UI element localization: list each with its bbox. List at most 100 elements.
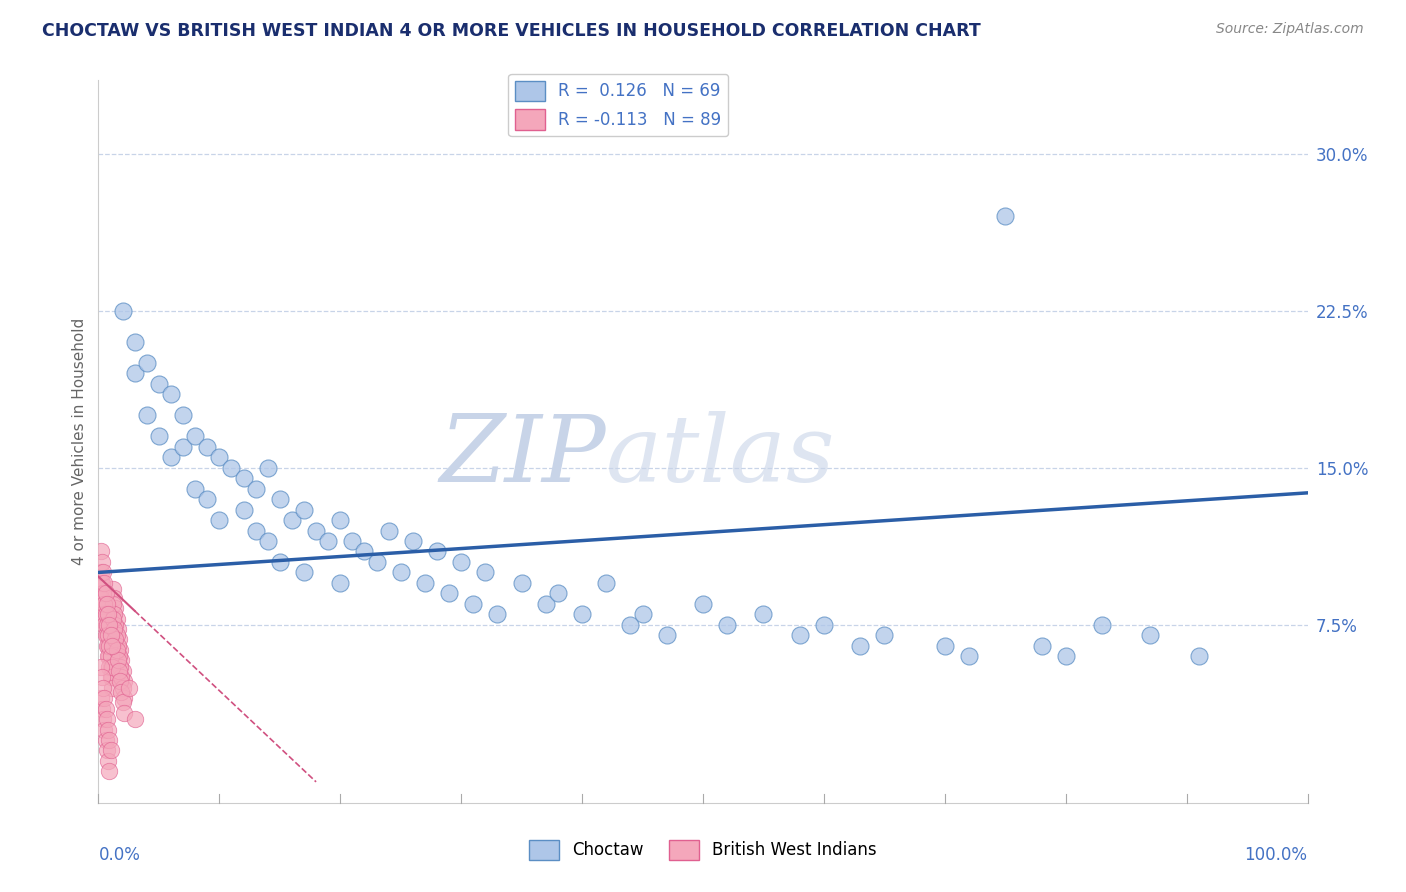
- Point: [450, 555, 472, 569]
- Point: [96, 712, 118, 726]
- Point: [111, 303, 134, 318]
- Point: [692, 597, 714, 611]
- Point: [90, 575, 112, 590]
- Point: [94, 617, 117, 632]
- Text: 100.0%: 100.0%: [1244, 847, 1308, 864]
- Point: [91, 712, 114, 726]
- Text: Source: ZipAtlas.com: Source: ZipAtlas.com: [1216, 22, 1364, 37]
- Point: [873, 628, 896, 642]
- Point: [94, 607, 117, 622]
- Point: [93, 723, 115, 737]
- Point: [366, 555, 388, 569]
- Point: [111, 695, 134, 709]
- Point: [105, 611, 128, 625]
- Point: [93, 691, 115, 706]
- Point: [292, 566, 315, 580]
- Point: [91, 555, 114, 569]
- Point: [90, 691, 112, 706]
- Point: [94, 701, 117, 715]
- Point: [571, 607, 593, 622]
- Point: [90, 544, 112, 558]
- Point: [353, 544, 375, 558]
- Point: [97, 639, 120, 653]
- Point: [107, 653, 129, 667]
- Point: [135, 356, 157, 370]
- Point: [100, 670, 122, 684]
- Point: [91, 681, 114, 695]
- Point: [124, 712, 146, 726]
- Point: [1188, 649, 1211, 664]
- Point: [256, 460, 278, 475]
- Point: [98, 733, 121, 747]
- Point: [534, 597, 557, 611]
- Point: [108, 649, 131, 664]
- Point: [105, 643, 128, 657]
- Point: [94, 586, 117, 600]
- Point: [103, 591, 125, 605]
- Point: [107, 622, 129, 636]
- Point: [96, 597, 118, 611]
- Point: [91, 607, 114, 622]
- Point: [97, 754, 120, 768]
- Point: [112, 674, 135, 689]
- Point: [305, 524, 328, 538]
- Point: [813, 617, 835, 632]
- Point: [108, 632, 131, 647]
- Point: [232, 471, 254, 485]
- Point: [104, 632, 127, 647]
- Text: atlas: atlas: [606, 411, 835, 501]
- Point: [103, 607, 125, 622]
- Y-axis label: 4 or more Vehicles in Household: 4 or more Vehicles in Household: [72, 318, 87, 566]
- Point: [329, 575, 352, 590]
- Point: [934, 639, 956, 653]
- Point: [94, 628, 117, 642]
- Point: [160, 450, 183, 465]
- Point: [619, 617, 641, 632]
- Point: [195, 440, 218, 454]
- Point: [232, 502, 254, 516]
- Point: [96, 639, 118, 653]
- Point: [91, 599, 114, 613]
- Point: [631, 607, 654, 622]
- Point: [160, 387, 183, 401]
- Point: [112, 691, 135, 706]
- Point: [93, 617, 115, 632]
- Point: [100, 639, 122, 653]
- Point: [108, 674, 131, 689]
- Point: [377, 524, 399, 538]
- Point: [1091, 617, 1114, 632]
- Point: [100, 628, 122, 642]
- Point: [413, 575, 436, 590]
- Point: [184, 429, 207, 443]
- Point: [96, 743, 118, 757]
- Point: [195, 492, 218, 507]
- Point: [1031, 639, 1053, 653]
- Point: [208, 450, 231, 465]
- Point: [245, 524, 267, 538]
- Point: [148, 376, 170, 391]
- Point: [547, 586, 569, 600]
- Point: [595, 575, 617, 590]
- Text: ZIP: ZIP: [440, 411, 606, 501]
- Point: [97, 723, 120, 737]
- Point: [100, 659, 122, 673]
- Point: [97, 607, 120, 622]
- Point: [100, 681, 122, 695]
- Point: [269, 555, 291, 569]
- Point: [402, 534, 425, 549]
- Point: [108, 664, 131, 678]
- Point: [124, 334, 146, 349]
- Point: [93, 597, 115, 611]
- Point: [108, 643, 131, 657]
- Point: [103, 622, 125, 636]
- Point: [101, 611, 124, 625]
- Point: [124, 367, 146, 381]
- Point: [98, 764, 121, 779]
- Point: [437, 586, 460, 600]
- Point: [91, 670, 114, 684]
- Point: [100, 659, 122, 673]
- Point: [96, 617, 118, 632]
- Point: [316, 534, 339, 549]
- Point: [110, 653, 132, 667]
- Point: [329, 513, 352, 527]
